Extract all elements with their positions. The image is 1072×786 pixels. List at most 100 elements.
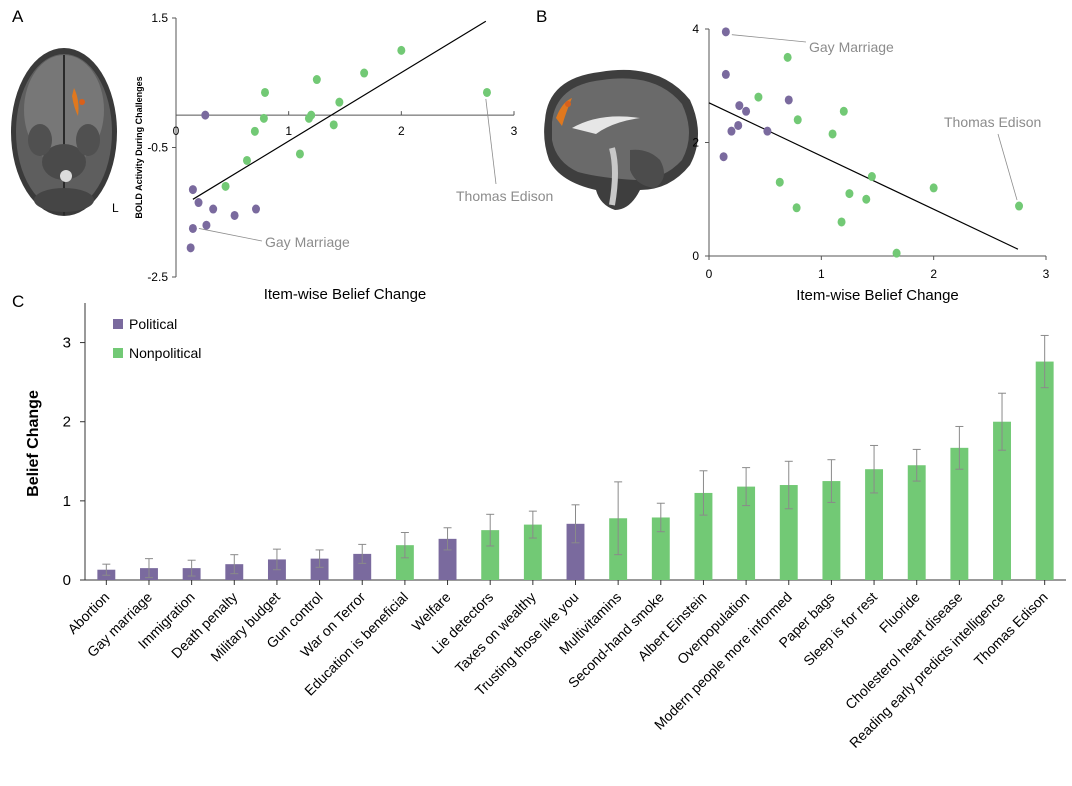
data-point-b: [839, 106, 848, 116]
bar: [481, 530, 500, 580]
y-tick-label-b: 2: [692, 136, 699, 150]
panel-letter-a: A: [12, 7, 24, 26]
data-point-b: [837, 217, 846, 227]
annotation-label-a: Thomas Edison: [456, 188, 553, 204]
x-axis-label-a: Item-wise Belief Change: [264, 286, 427, 303]
legend-swatch-nonpolitical: [113, 348, 123, 358]
data-point-b: [867, 172, 876, 182]
bar: [438, 538, 457, 580]
scatter-plot-a: 1.5 -0.5 -2.5 0 1 2 3 Item-wise Belief Change BO…: [134, 11, 553, 303]
data-point-b: [783, 52, 792, 62]
bar: [694, 492, 713, 580]
data-point-b: [862, 194, 871, 204]
y-tick-label-a: -2.5: [147, 270, 168, 284]
data-point-a: [194, 198, 203, 208]
data-point-b: [763, 126, 772, 136]
y-tick-label-a: 1.5: [151, 11, 168, 25]
y-tick-label-c: 1: [63, 493, 71, 510]
bar: [310, 558, 329, 580]
y-tick-label-c: 3: [63, 335, 71, 352]
y-tick-label-b: 4: [692, 22, 699, 36]
data-point-a: [329, 120, 338, 130]
x-axis-label-b: Item-wise Belief Change: [796, 287, 959, 304]
x-tick-label-b: 2: [930, 267, 937, 281]
data-point-b: [845, 189, 854, 199]
data-point-b: [929, 183, 938, 193]
data-point-a: [230, 210, 239, 220]
data-point-b: [721, 27, 730, 37]
bar: [907, 465, 926, 580]
x-tick-label-b: 3: [1043, 267, 1050, 281]
bar: [950, 447, 969, 580]
bar: [523, 524, 542, 580]
annotation-leader-a: [485, 98, 497, 185]
category-label: Reading early predicts intelligence: [846, 589, 1008, 751]
legend-label-nonpolitical: Nonpolitical: [129, 345, 201, 361]
x-tick-label-b: 0: [706, 267, 713, 281]
data-point-b: [1015, 201, 1024, 211]
x-tick-label-a: 2: [398, 124, 405, 138]
data-point-a: [295, 149, 304, 159]
data-point-b: [721, 69, 730, 79]
data-point-a: [186, 243, 195, 253]
bar: [651, 517, 670, 580]
bar: [993, 421, 1011, 580]
annotation-label-a: Gay Marriage: [265, 234, 350, 250]
data-point-b: [742, 106, 751, 116]
annotation-leader-b: [731, 34, 807, 43]
orientation-label: L: [112, 201, 119, 215]
bar: [737, 486, 756, 580]
annotation-leader-a: [198, 228, 263, 242]
data-point-b: [734, 120, 743, 130]
data-point-b: [775, 177, 784, 187]
data-point-a: [482, 87, 491, 97]
bar: [395, 545, 414, 580]
data-point-a: [360, 68, 369, 78]
data-point-a: [259, 113, 268, 123]
legend-swatch-political: [113, 319, 123, 329]
data-point-a: [397, 45, 406, 55]
data-point-a: [209, 204, 218, 214]
bar: [779, 485, 798, 580]
data-point-b: [892, 248, 901, 258]
data-point-a: [312, 75, 321, 85]
data-point-b: [784, 95, 793, 105]
y-tick-label-c: 2: [63, 414, 71, 431]
data-point-b: [793, 115, 802, 125]
data-point-a: [201, 110, 210, 120]
data-point-a: [188, 223, 197, 233]
trend-line-a: [192, 20, 487, 200]
legend-label-political: Political: [129, 316, 177, 332]
category-label: Thomas Edison: [971, 589, 1051, 669]
category-label: Sleep is for rest: [800, 589, 880, 669]
data-point-b: [727, 126, 736, 136]
data-point-a: [335, 97, 344, 107]
data-point-b: [719, 152, 728, 162]
x-tick-label-a: 0: [173, 124, 180, 138]
y-tick-label-a: -0.5: [147, 141, 168, 155]
y-axis-title-c: Belief Change: [25, 390, 42, 497]
bar: [566, 523, 585, 580]
bar: [822, 481, 841, 580]
brain-sagittal-image: [544, 69, 698, 211]
data-point-a: [242, 155, 251, 165]
y-tick-label-b: 0: [692, 249, 699, 263]
annotation-label-b: Gay Marriage: [809, 39, 894, 55]
x-tick-label-a: 1: [285, 124, 292, 138]
data-point-a: [250, 126, 259, 136]
data-point-a: [188, 185, 197, 195]
y-tick-label-c: 0: [63, 572, 71, 589]
data-point-b: [754, 92, 763, 102]
trend-line-b: [708, 102, 1019, 250]
panel-letter-c: C: [12, 292, 24, 311]
scatter-plot-b: 0 2 4 0 1 2 3 Item-wise Belief Change Gay Marria…: [692, 22, 1049, 304]
data-point-a: [221, 181, 230, 191]
data-point-a: [202, 220, 211, 230]
bar: [1035, 361, 1054, 580]
annotation-leader-b: [997, 133, 1018, 201]
data-point-a: [261, 87, 270, 97]
data-point-b: [735, 101, 744, 111]
panel-letter-b: B: [536, 7, 547, 26]
